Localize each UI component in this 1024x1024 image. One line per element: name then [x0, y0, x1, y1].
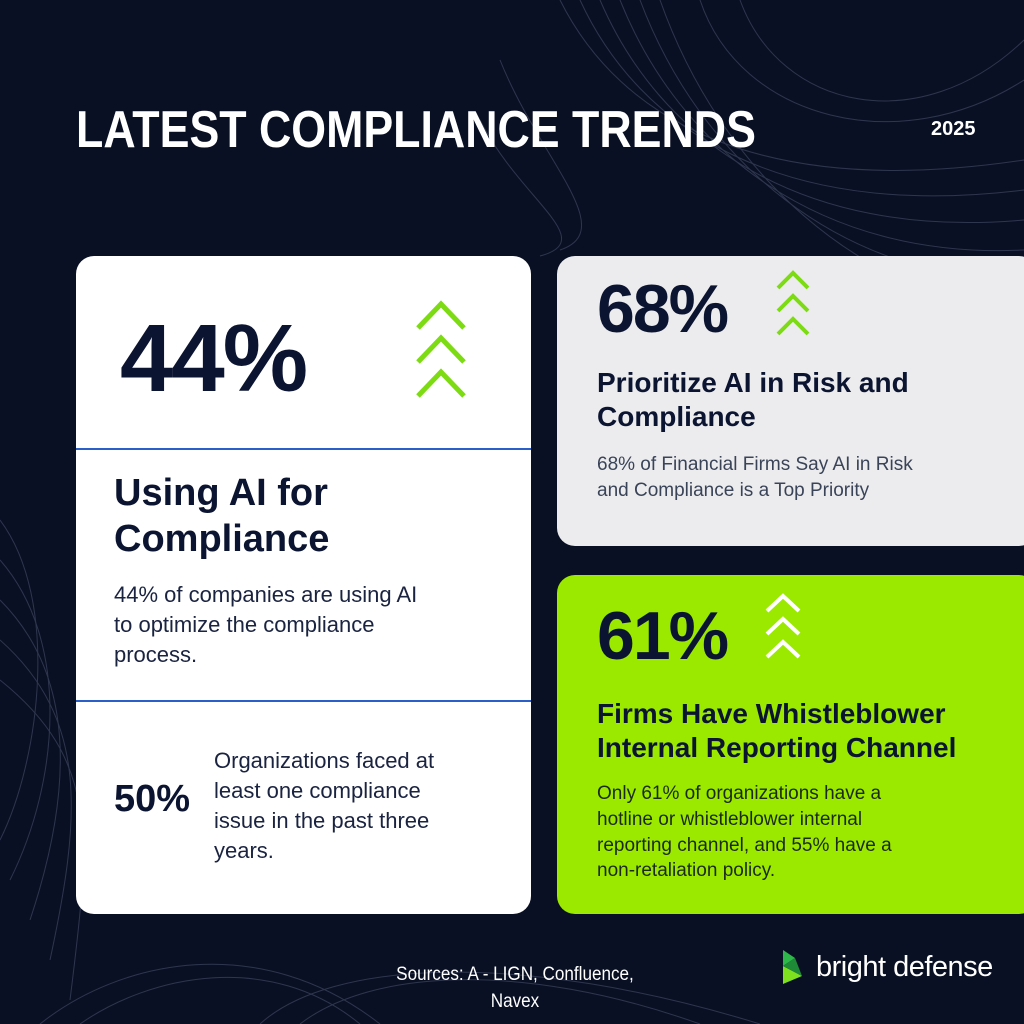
ai-priority-card: 68% Prioritize AI in Risk and Compliance… — [557, 256, 1024, 546]
brand-name: bright defense — [816, 950, 993, 983]
sources-line: Sources: A - LIGN, Confluence, — [396, 964, 634, 985]
card-description: 44% of companies are using AI to optimiz… — [114, 580, 417, 670]
brand-logo: bright defense — [780, 948, 993, 986]
card-heading: Prioritize AI in Risk and Compliance — [597, 366, 909, 434]
divider-top — [76, 448, 531, 450]
description-line: 44% of companies are using AI — [114, 582, 418, 607]
description-line: process. — [114, 641, 198, 667]
description-line: least one compliance — [214, 777, 421, 803]
heading-line: Compliance — [114, 518, 330, 561]
stat-61: 61% — [597, 598, 729, 674]
heading-line: Compliance — [597, 401, 756, 433]
card-heading: Using AI for Compliance — [114, 470, 329, 563]
description-line: reporting channel, and 55% have a — [597, 834, 892, 856]
ai-compliance-card: 44% Using AI for Compliance 44% of compa… — [76, 256, 531, 914]
heading-line: Firms Have Whistleblower — [597, 698, 946, 729]
description-line: Organizations faced at — [214, 748, 435, 773]
description-line: Only 61% of organizations have a — [597, 783, 882, 804]
stat-68: 68% — [597, 271, 729, 347]
year-label: 2025 — [931, 118, 976, 140]
heading-line: Using AI for — [114, 472, 328, 514]
card-description: 68% of Financial Firms Say AI in Risk an… — [597, 452, 913, 504]
description-line: to optimize the compliance — [114, 611, 375, 637]
card-description: Only 61% of organizations have a hotline… — [597, 781, 892, 884]
sources-line: Navex — [490, 990, 540, 1012]
bright-defense-logo-icon — [783, 950, 802, 984]
description-line: 68% of Financial Firms Say AI in Risk — [597, 454, 913, 475]
triple-chevron-up-icon — [416, 300, 466, 398]
description-line: years. — [214, 837, 274, 863]
description-line: non-retaliation policy. — [597, 860, 776, 882]
stat-44: 44% — [120, 305, 308, 412]
stat-50: 50% — [114, 778, 191, 820]
description-line: issue in the past three — [214, 807, 430, 833]
description-line: and Compliance is a Top Priority — [597, 479, 870, 501]
page-title: LATEST COMPLIANCE TRENDS — [76, 101, 756, 159]
description-line: hotline or whistleblower internal — [597, 808, 863, 830]
divider-bottom — [76, 700, 531, 702]
heading-line: Internal Reporting Channel — [597, 732, 957, 764]
whistleblower-card: 61% Firms Have Whistleblower Internal Re… — [557, 575, 1024, 914]
sub-stat-description: Organizations faced at least one complia… — [214, 746, 434, 866]
heading-line: Prioritize AI in Risk and — [597, 367, 909, 398]
triple-chevron-up-icon — [765, 593, 801, 659]
triple-chevron-up-icon — [776, 270, 810, 336]
sources-note: Sources: A - LIGN, Confluence, Navex — [376, 962, 655, 1015]
card-heading: Firms Have Whistleblower Internal Report… — [597, 697, 956, 765]
